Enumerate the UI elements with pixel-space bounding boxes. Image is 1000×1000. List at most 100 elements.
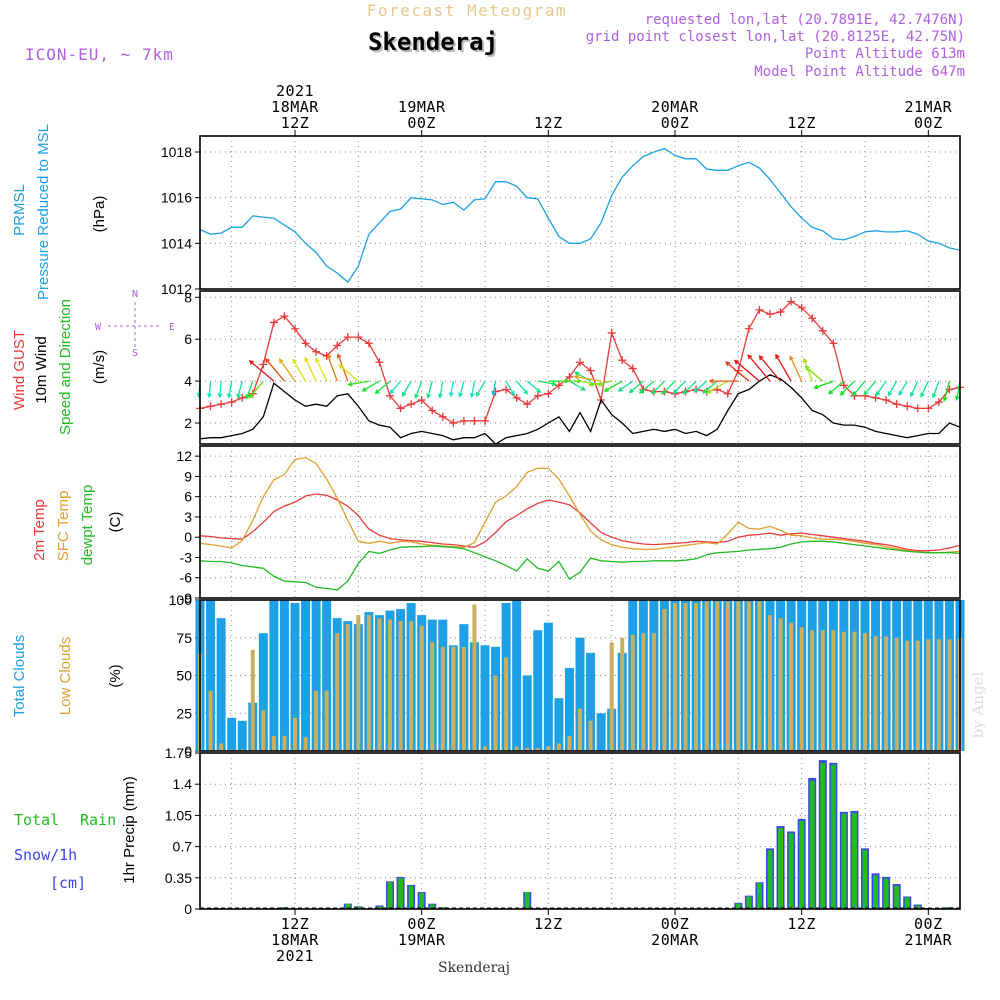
y-tick-label: -6: [180, 570, 193, 586]
low-cloud-bar: [419, 625, 424, 751]
x-label-top: 12Z: [787, 114, 816, 132]
wind-arrow: [248, 360, 275, 382]
panel-2: [195, 445, 961, 599]
low-cloud-bar: [409, 621, 414, 751]
low-cloud-bar: [525, 747, 530, 751]
gust-marker: [364, 339, 373, 348]
low-cloud-bar: [609, 642, 614, 751]
low-cloud-bar: [884, 636, 889, 751]
total-cloud-bar: [227, 717, 237, 751]
rain-bar: [862, 850, 868, 909]
low-cloud-bar: [715, 601, 720, 751]
gust-marker: [428, 406, 437, 415]
low-cloud-bar: [556, 743, 561, 751]
rain-bar: [894, 885, 900, 909]
wind-arrow: [574, 371, 591, 382]
low-cloud-bar: [546, 746, 551, 751]
wind-arrow: [603, 380, 623, 392]
gust-marker: [280, 312, 289, 321]
x-label-bottom: 21MAR: [905, 931, 953, 949]
low-cloud-bar: [757, 601, 762, 751]
compass-e: E: [169, 322, 175, 333]
wind-arrow: [248, 380, 264, 399]
rain-bar: [841, 813, 847, 909]
y-tick-label: 1.4: [173, 776, 193, 792]
label-speed-dir: Speed and Direction: [57, 299, 74, 435]
low-cloud-bar: [440, 646, 445, 751]
gust-marker: [354, 333, 363, 342]
label-total: Total: [14, 811, 59, 829]
low-cloud-bar: [841, 631, 846, 751]
label-percent: (%): [107, 664, 124, 687]
x-label-bottom: 2021: [276, 947, 314, 965]
low-cloud-bar: [725, 601, 730, 751]
gust-marker: [723, 389, 732, 398]
y-tick-label: 0: [184, 901, 192, 917]
y-tick-label: 25: [176, 705, 192, 721]
low-cloud-bar: [641, 633, 646, 751]
gust-marker: [438, 412, 447, 421]
panel-0: [195, 135, 961, 290]
gust-marker: [797, 303, 806, 312]
temp-labels: 2m Temp SFC Temp dewpt Temp (C): [31, 485, 124, 566]
low-cloud-bar: [461, 646, 466, 751]
gust-marker: [755, 305, 764, 314]
x-label-top: 00Z: [914, 114, 943, 132]
low-cloud-bar: [324, 690, 329, 751]
label-cm: [cm]: [50, 874, 86, 892]
total-cloud-bar: [301, 600, 311, 751]
total-cloud-bar: [480, 645, 490, 751]
gust-marker: [903, 402, 912, 411]
wind-arrow: [920, 380, 929, 398]
wind-arrow: [537, 380, 558, 387]
y-tick-label: 1.75: [165, 745, 192, 761]
gust-marker: [744, 324, 753, 333]
x-label-top: 12Z: [281, 114, 310, 132]
gust-marker: [269, 318, 278, 327]
wind-arrow: [573, 374, 602, 382]
low-cloud-bar: [430, 642, 435, 751]
wind-arrow: [326, 353, 338, 382]
wind-arrow: [278, 358, 296, 382]
wind-arrow: [628, 380, 644, 394]
rain-bar: [345, 903, 351, 909]
wind-arrow: [827, 380, 845, 395]
y-tick-label: 0.35: [165, 870, 192, 886]
y-tick-label: 1.05: [165, 807, 192, 823]
rain-bar: [419, 892, 425, 909]
label-prmsl: PRMSL: [11, 184, 28, 236]
gust-marker: [892, 400, 901, 409]
low-cloud-bar: [504, 657, 509, 751]
gust-marker: [312, 347, 321, 356]
low-cloud-bar: [662, 609, 667, 751]
wind-arrow: [414, 380, 423, 399]
low-cloud-bar: [271, 735, 276, 751]
gust-marker: [470, 416, 479, 425]
gust-marker: [206, 402, 215, 411]
model-label: ICON-EU, ~ 7km: [25, 45, 174, 64]
gust-marker: [491, 387, 500, 396]
wind-arrow: [505, 380, 515, 396]
wind-arrow: [942, 380, 951, 402]
label-celsius: (C): [107, 512, 124, 533]
rain-bar: [830, 764, 836, 909]
low-cloud-bar: [219, 743, 224, 751]
wind-arrow: [438, 381, 444, 399]
label-dewpt-temp: dewpt Temp: [79, 485, 96, 566]
gust-marker: [523, 400, 532, 409]
y-tick-label: 4: [184, 373, 192, 389]
rain-bar: [756, 883, 762, 909]
gust-marker: [808, 314, 817, 323]
total-cloud-bar: [533, 630, 543, 751]
low-cloud-bar: [483, 746, 487, 751]
wind-arrow: [693, 380, 708, 393]
wind-arrow: [236, 380, 243, 399]
y-tick-label: 0: [184, 529, 192, 545]
label-ms: (m/s): [91, 350, 108, 384]
total-cloud-bar: [322, 600, 332, 751]
low-cloud-bar: [356, 615, 361, 751]
gust-marker: [407, 400, 416, 409]
y-tick-label: 1012: [161, 281, 192, 297]
wind-arrow: [789, 355, 803, 382]
x-label-top: 21MAR: [905, 98, 953, 116]
